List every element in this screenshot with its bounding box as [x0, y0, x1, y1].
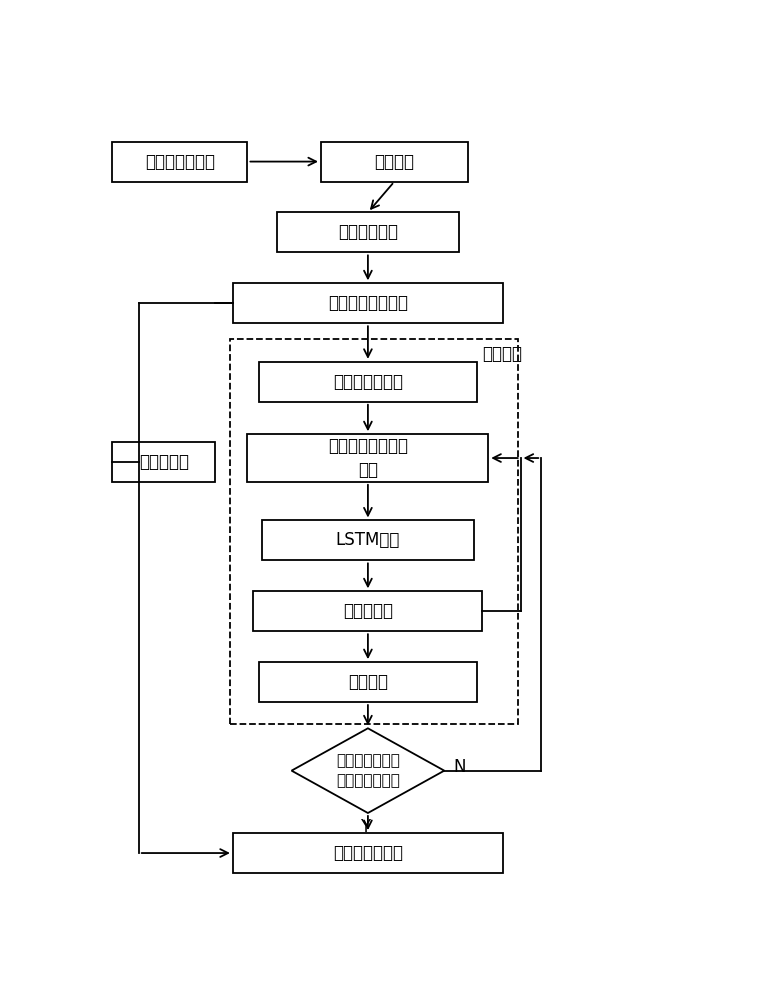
Text: 前向差分相位剥除: 前向差分相位剥除	[328, 294, 408, 312]
Text: 差分相位: 差分相位	[374, 153, 415, 171]
Text: N: N	[453, 758, 465, 776]
Bar	[230, 339, 518, 724]
Bar	[262, 520, 474, 560]
Text: 反射率因子: 反射率因子	[139, 453, 189, 471]
Text: 上一个状态点作为
输入: 上一个状态点作为 输入	[328, 437, 408, 479]
Text: 状态点输出: 状态点输出	[343, 602, 393, 620]
Text: LSTM处理: LSTM处理	[336, 531, 400, 549]
Bar	[277, 212, 459, 252]
Text: 反射率衰减订正: 反射率衰减订正	[333, 844, 403, 862]
Polygon shape	[292, 728, 444, 813]
Text: 目标预测: 目标预测	[348, 673, 388, 691]
Bar	[253, 591, 483, 631]
Text: 同一径向上所有
点是否都被覆盖: 同一径向上所有 点是否都被覆盖	[336, 753, 400, 788]
Text: 确定训练点个数: 确定训练点个数	[333, 373, 403, 391]
Bar	[321, 142, 468, 182]
Bar	[233, 833, 503, 873]
Text: 双极化雷达回波: 双极化雷达回波	[145, 153, 215, 171]
Bar	[112, 142, 247, 182]
Bar	[259, 662, 477, 702]
Text: 滤波方法: 滤波方法	[483, 345, 522, 363]
Text: 数据质量控制: 数据质量控制	[338, 223, 398, 241]
Bar	[247, 434, 488, 482]
Bar	[233, 283, 503, 323]
Bar	[259, 362, 477, 402]
Text: Y: Y	[360, 818, 370, 836]
Bar	[112, 442, 215, 482]
